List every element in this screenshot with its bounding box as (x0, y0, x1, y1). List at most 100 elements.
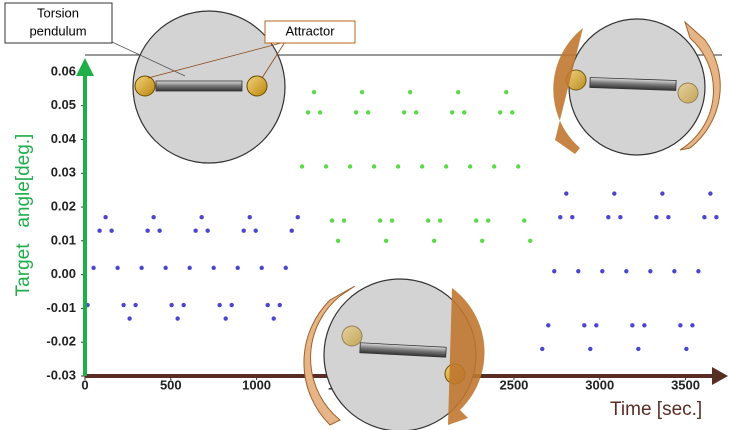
y-tick-label: 0.03 (51, 165, 76, 180)
data-point (702, 215, 706, 219)
pendulum-diagram (304, 279, 485, 430)
data-point (492, 164, 496, 168)
data-point (510, 110, 514, 114)
data-point (390, 218, 394, 222)
data-point (211, 266, 215, 270)
data-point (714, 215, 718, 219)
data-point (570, 215, 574, 219)
data-point (540, 347, 544, 351)
data-point (624, 269, 628, 273)
data-point (324, 164, 328, 168)
data-point (498, 110, 502, 114)
data-point (588, 347, 592, 351)
data-point (330, 218, 334, 222)
y-axis-arrow (76, 58, 94, 76)
data-point (384, 239, 388, 243)
data-point (426, 218, 430, 222)
data-point (181, 303, 185, 307)
y-tick-label: 0.00 (51, 266, 76, 281)
data-point (558, 215, 562, 219)
data-point (612, 191, 616, 195)
data-point (272, 316, 276, 320)
data-point (474, 218, 478, 222)
data-point (630, 323, 634, 327)
data-point (648, 269, 652, 273)
data-point (296, 215, 300, 219)
data-point (205, 229, 209, 233)
data-point (708, 191, 712, 195)
data-point (242, 229, 246, 233)
data-point (163, 266, 167, 270)
data-point (594, 323, 598, 327)
data-point (366, 110, 370, 114)
data-point (444, 164, 448, 168)
y-tick-label: 0.05 (51, 97, 76, 112)
data-point (187, 266, 191, 270)
data-point (109, 229, 113, 233)
data-point (414, 110, 418, 114)
y-axis-title: Target angle[deg.] (13, 134, 34, 297)
data-point (169, 303, 173, 307)
attractor-callout: Attractor (265, 21, 355, 43)
data-point (151, 215, 155, 219)
data-point (642, 323, 646, 327)
data-point (378, 218, 382, 222)
data-point (402, 110, 406, 114)
annotation: pendulum (29, 23, 86, 38)
data-point (576, 269, 580, 273)
data-point (678, 323, 682, 327)
data-point (306, 110, 310, 114)
data-point (127, 316, 131, 320)
data-point (103, 215, 107, 219)
data-point (504, 90, 508, 94)
data-point (342, 218, 346, 222)
data-point (468, 164, 472, 168)
data-point (684, 347, 688, 351)
data-point (157, 229, 161, 233)
data-point (600, 269, 604, 273)
data-point (690, 323, 694, 327)
y-tick-label: -0.02 (46, 334, 76, 349)
data-point (236, 266, 240, 270)
data-point (654, 215, 658, 219)
data-point (248, 215, 252, 219)
data-point (696, 269, 700, 273)
pendulum-diagram (112, 11, 285, 163)
x-axis-arrow (712, 367, 728, 385)
data-point (618, 215, 622, 219)
data-point (432, 239, 436, 243)
data-point (284, 266, 288, 270)
data-point (456, 90, 460, 94)
data-point (462, 110, 466, 114)
y-tick-label: 0.04 (51, 131, 77, 146)
y-tick-label: -0.01 (46, 300, 76, 315)
data-point (672, 269, 676, 273)
data-point (450, 110, 454, 114)
annotation: Torsion (37, 5, 79, 20)
y-tick-label: 0.02 (51, 198, 76, 213)
data-point (438, 218, 442, 222)
data-point (486, 218, 490, 222)
data-point (254, 229, 258, 233)
data-point (582, 323, 586, 327)
data-point (354, 110, 358, 114)
data-point (115, 266, 119, 270)
data-point (522, 218, 526, 222)
data-point (266, 303, 270, 307)
data-point (199, 215, 203, 219)
pendulum-diagram (553, 19, 720, 155)
data-point (348, 164, 352, 168)
data-point (223, 316, 227, 320)
data-point (300, 164, 304, 168)
pendulum-callout: Torsion pendulum (5, 3, 112, 43)
data-point (528, 239, 532, 243)
data-point (336, 239, 340, 243)
annotation: Attractor (285, 23, 335, 38)
data-point (217, 303, 221, 307)
data-point (420, 164, 424, 168)
data-point (278, 303, 282, 307)
data-point (318, 110, 322, 114)
data-point (666, 215, 670, 219)
data-point (516, 164, 520, 168)
x-axis-title: Time [sec.] (610, 399, 702, 420)
